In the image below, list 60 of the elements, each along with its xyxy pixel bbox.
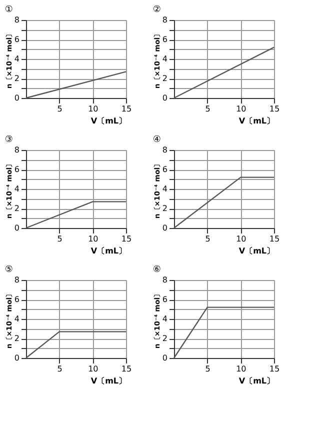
y-tick-label: 6: [162, 35, 168, 44]
x-tick-label: 10: [236, 104, 246, 114]
y-tick-label: 2: [14, 334, 20, 343]
x-axis-title: V〔mL〕: [90, 246, 126, 256]
x-tick-label: 15: [121, 364, 132, 374]
x-tick-label: 15: [269, 234, 280, 244]
y-tick-label: 2: [162, 334, 168, 343]
chart-title: ②: [152, 5, 161, 15]
y-tick-label: 8: [162, 146, 168, 154]
x-tick-label: 10: [88, 104, 98, 114]
x-tick-label: 15: [269, 104, 280, 114]
y-tick-label: 2: [162, 204, 168, 213]
y-tick-label: 0: [14, 354, 20, 362]
x-tick-label: 10: [236, 364, 246, 374]
x-axis-title: V〔mL〕: [90, 376, 126, 386]
x-tick-label: 5: [205, 234, 210, 244]
chart-title: ⑤: [4, 265, 13, 275]
y-tick-label: 0: [162, 354, 168, 362]
x-tick-label: 5: [57, 364, 62, 374]
x-tick-label: 15: [269, 364, 280, 374]
x-tick-label: 5: [205, 104, 210, 114]
y-tick-label: 0: [162, 224, 168, 232]
y-tick-label: 6: [14, 165, 20, 174]
y-tick-label: 4: [14, 184, 20, 194]
y-tick-label: 4: [14, 314, 20, 324]
y-tick-label: 8: [162, 16, 168, 24]
x-tick-label: 10: [236, 234, 246, 244]
x-tick-label: 15: [121, 104, 132, 114]
y-tick-label: 6: [162, 165, 168, 174]
y-tick-label: 4: [162, 184, 168, 194]
x-axis-title: V〔mL〕: [238, 116, 274, 126]
y-tick-label: 8: [162, 276, 168, 284]
y-tick-label: 8: [14, 276, 20, 284]
x-tick-label: 10: [88, 234, 98, 244]
y-tick-label: 0: [162, 94, 168, 102]
y-tick-label: 4: [162, 54, 168, 64]
x-axis-title: V〔mL〕: [238, 246, 274, 256]
x-tick-label: 5: [57, 104, 62, 114]
y-tick-label: 2: [14, 74, 20, 83]
y-tick-label: 6: [162, 295, 168, 304]
y-tick-label: 0: [14, 94, 20, 102]
x-axis-title: V〔mL〕: [238, 376, 274, 386]
chart-title: ④: [152, 135, 161, 145]
x-tick-label: 15: [121, 234, 132, 244]
y-tick-label: 2: [162, 74, 168, 83]
y-tick-label: 6: [14, 35, 20, 44]
y-tick-label: 4: [162, 314, 168, 324]
y-tick-label: 6: [14, 295, 20, 304]
chart-title: ①: [4, 5, 13, 15]
y-tick-label: 0: [14, 224, 20, 232]
y-tick-label: 8: [14, 16, 20, 24]
y-tick-label: 4: [14, 54, 20, 64]
x-axis-title: V〔mL〕: [90, 116, 126, 126]
x-tick-label: 5: [205, 364, 210, 374]
x-tick-label: 10: [88, 364, 98, 374]
chart-title: ⑥: [152, 265, 161, 275]
y-tick-label: 2: [14, 204, 20, 213]
y-tick-label: 8: [14, 146, 20, 154]
x-tick-label: 5: [57, 234, 62, 244]
chart-title: ③: [4, 135, 13, 145]
